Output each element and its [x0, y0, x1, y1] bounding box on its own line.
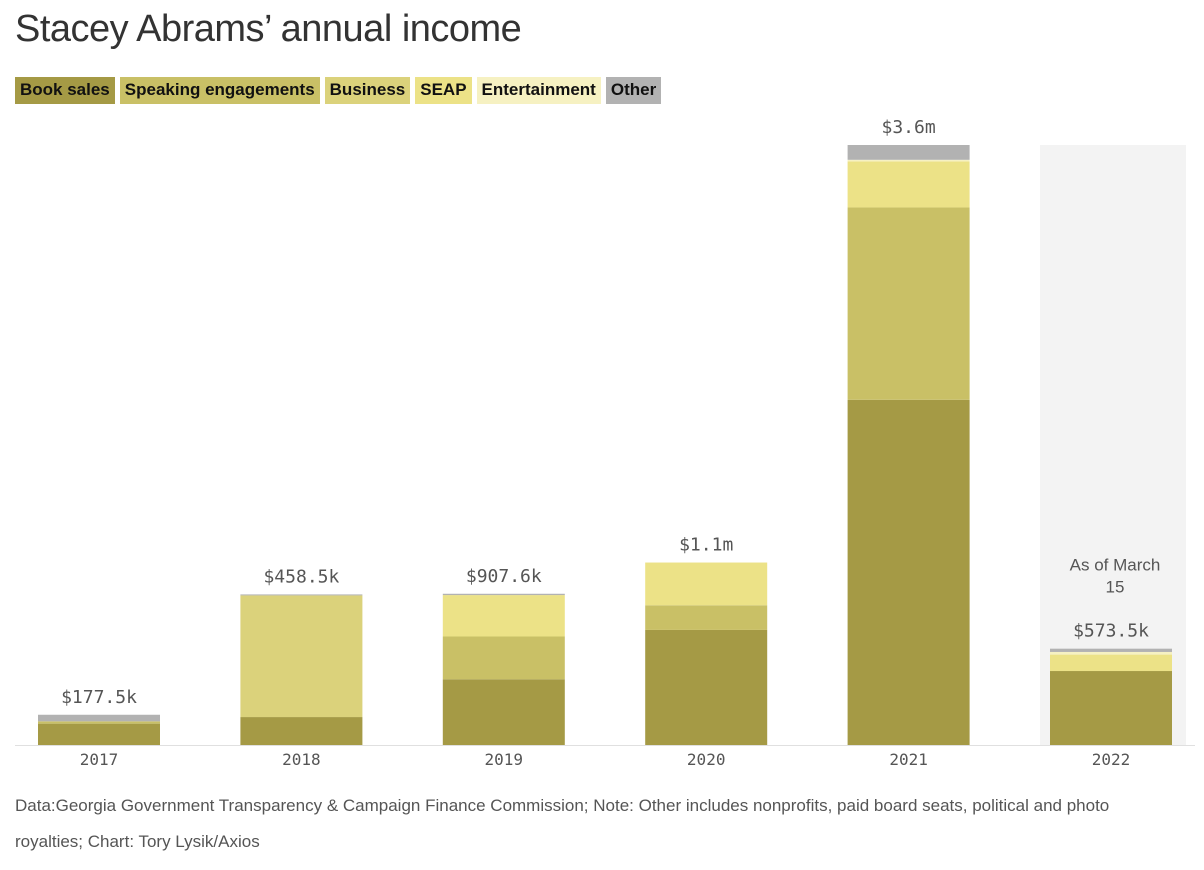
- x-tick-2020: 2020: [687, 750, 726, 769]
- total-label-2018: $458.5k: [263, 566, 339, 587]
- footer-line-2: royalties; Chart: Tory Lysik/Axios: [15, 832, 260, 851]
- legend-item-business: Business: [324, 77, 411, 104]
- bar-2018-other: [240, 594, 363, 596]
- bar-2018-book-sales: [240, 717, 363, 745]
- bar-2020-book-sales: [645, 629, 768, 745]
- footer-line-1: Data:Georgia Government Transparency & C…: [15, 796, 1110, 815]
- bar-2019-speaking-engagements: [442, 636, 565, 680]
- bar-2019-seap: [442, 595, 565, 637]
- bar-2018-business: [240, 595, 363, 718]
- bar-2021-entertainment: [847, 159, 970, 162]
- total-label-2020: $1.1m: [679, 535, 733, 556]
- bar-2017-speaking-engagements: [38, 721, 160, 724]
- bar-2021-book-sales: [847, 399, 970, 745]
- bar-2019-other: [442, 593, 565, 596]
- total-label-2022: $573.5k: [1073, 621, 1149, 642]
- footer-note: Data:Georgia Government Transparency & C…: [15, 788, 1200, 860]
- chart-title: Stacey Abrams’ annual income: [15, 8, 522, 50]
- bar-2021-other: [847, 145, 970, 160]
- bar-2021-seap: [847, 161, 970, 208]
- x-tick-2017: 2017: [80, 750, 119, 769]
- partial-year-highlight: [1040, 145, 1186, 745]
- x-tick-2018: 2018: [282, 750, 321, 769]
- bar-2017-book-sales: [38, 723, 160, 745]
- bar-2020-seap: [645, 562, 768, 606]
- bar-2021-speaking-engagements: [847, 207, 970, 400]
- legend-item-entertainment: Entertainment: [476, 77, 601, 104]
- legend: Book sales Speaking engagements Business…: [15, 77, 662, 104]
- as-of-note-line-1: As of March: [1070, 556, 1161, 575]
- x-tick-2019: 2019: [485, 750, 524, 769]
- legend-item-seap: SEAP: [415, 77, 472, 104]
- total-label-2019: $907.6k: [466, 566, 542, 587]
- stacked-bar-chart: As of March 15 $177.5k 2017 $458.5k 2018 $907.…: [15, 117, 1195, 769]
- bar-2020-speaking-engagements: [645, 605, 768, 630]
- as-of-note-line-2: 15: [1106, 578, 1125, 597]
- bar-2019-book-sales: [442, 679, 565, 745]
- bar-2022-entertainment: [1050, 651, 1172, 655]
- total-label-2017: $177.5k: [61, 687, 137, 708]
- bar-2022-seap: [1050, 654, 1172, 672]
- legend-item-other: Other: [605, 77, 662, 104]
- legend-item-speaking-engagements: Speaking engagements: [119, 77, 320, 104]
- bar-2022-book-sales: [1050, 671, 1172, 745]
- total-label-2021: $3.6m: [882, 117, 936, 138]
- legend-item-book-sales: Book sales: [15, 77, 115, 104]
- bar-2017-other: [38, 714, 160, 722]
- x-tick-2021: 2021: [889, 750, 928, 769]
- bar-2022-other: [1050, 648, 1172, 652]
- x-tick-2022: 2022: [1092, 750, 1131, 769]
